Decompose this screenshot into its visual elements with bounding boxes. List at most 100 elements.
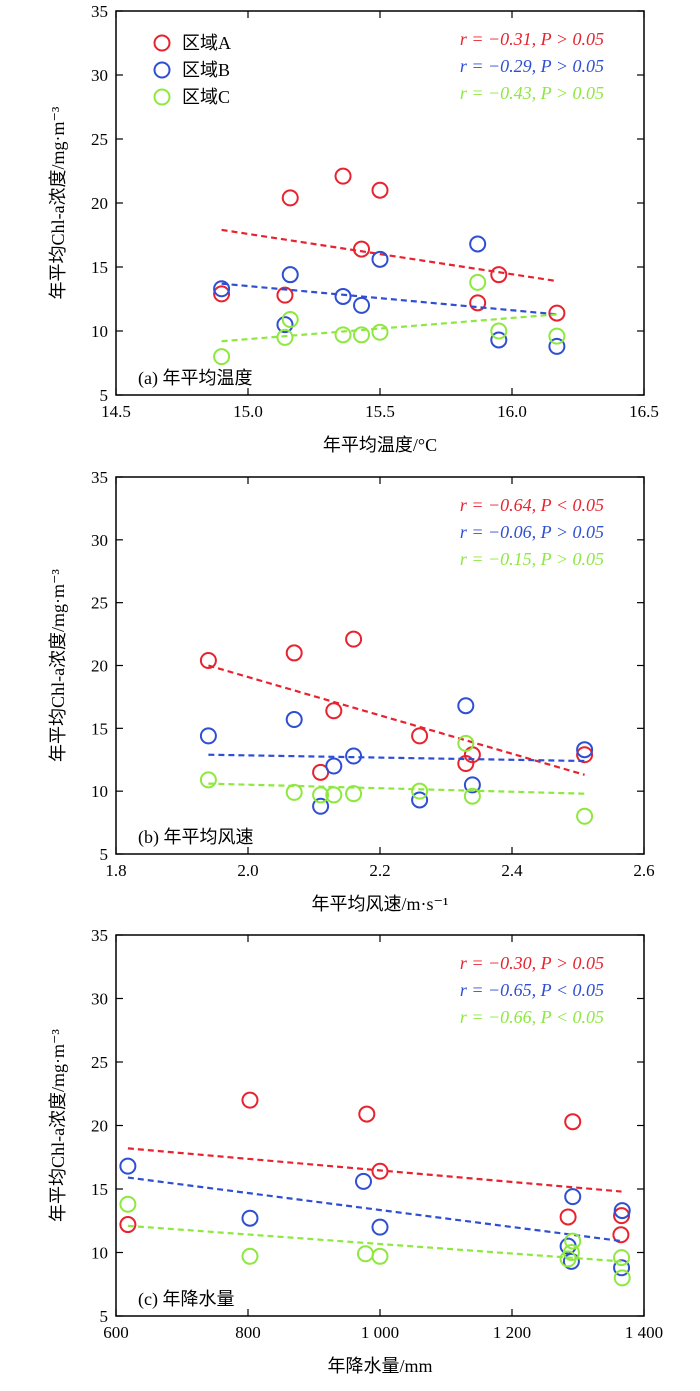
data-point xyxy=(564,1232,582,1250)
y-tick-label: 10 xyxy=(91,1244,108,1263)
series-region-c xyxy=(213,273,566,366)
x-tick-label: 16.5 xyxy=(629,402,659,421)
stat-annotation: r = −0.30, P > 0.05 xyxy=(460,953,604,973)
trend-line xyxy=(127,1147,622,1193)
x-tick-label: 15.5 xyxy=(365,402,395,421)
data-point xyxy=(576,746,594,764)
data-point xyxy=(463,787,481,805)
x-axis-label: 年平均温度/°C xyxy=(323,435,437,455)
data-point xyxy=(564,1188,582,1206)
data-point xyxy=(345,630,363,648)
panel-label: (b) 年平均风速 xyxy=(138,827,254,848)
data-point xyxy=(469,235,487,253)
series-region-b xyxy=(119,1157,631,1277)
trend-line xyxy=(127,1176,622,1243)
data-point xyxy=(213,285,231,303)
data-point xyxy=(119,1195,137,1213)
y-tick-label: 15 xyxy=(91,258,108,277)
legend-label: 区域A xyxy=(182,33,231,53)
data-point xyxy=(371,1218,389,1236)
x-tick-label: 1 200 xyxy=(493,1323,531,1342)
legend-marker xyxy=(153,34,171,52)
x-tick-label: 2.4 xyxy=(501,861,523,880)
data-point xyxy=(457,734,475,752)
data-point xyxy=(276,286,294,304)
data-point xyxy=(559,1208,577,1226)
data-point xyxy=(325,702,343,720)
data-point xyxy=(312,786,330,804)
x-tick-label: 16.0 xyxy=(497,402,527,421)
trend-line xyxy=(208,753,585,763)
data-point xyxy=(353,326,371,344)
series-region-a xyxy=(213,167,566,322)
data-point xyxy=(371,1162,389,1180)
data-point xyxy=(353,296,371,314)
data-point xyxy=(334,326,352,344)
x-tick-label: 1 000 xyxy=(361,1323,399,1342)
legend-marker xyxy=(153,88,171,106)
data-point xyxy=(281,189,299,207)
y-tick-label: 25 xyxy=(91,1053,108,1072)
data-point xyxy=(564,1113,582,1131)
data-point xyxy=(469,294,487,312)
legend-label: 区域C xyxy=(182,87,230,107)
x-tick-label: 600 xyxy=(103,1323,129,1342)
trend-line xyxy=(208,664,585,776)
panel-label: (a) 年平均温度 xyxy=(138,368,252,389)
y-tick-label: 35 xyxy=(91,468,108,487)
data-point xyxy=(371,323,389,341)
x-tick-label: 2.6 xyxy=(633,861,654,880)
data-point xyxy=(312,797,330,815)
trend-line xyxy=(208,782,585,795)
y-tick-label: 20 xyxy=(91,657,108,676)
stat-annotation: r = −0.29, P > 0.05 xyxy=(460,56,604,76)
stat-annotation: r = −0.06, P > 0.05 xyxy=(460,522,604,542)
data-point xyxy=(213,280,231,298)
y-tick-label: 5 xyxy=(100,386,109,405)
data-point xyxy=(612,1226,630,1244)
series-region-a xyxy=(119,1091,631,1244)
legend: 区域A 区域B 区域C xyxy=(153,33,231,107)
data-point xyxy=(562,1244,580,1261)
data-point xyxy=(325,757,343,775)
series-region-b xyxy=(199,697,594,815)
chart-panel-temperature: 14.5 15.0 15.5 16.0 16.5 5 10 15 20 25 30 35 年平均温度/°… xyxy=(48,2,659,455)
data-point xyxy=(334,287,352,305)
data-point xyxy=(548,304,566,322)
data-point xyxy=(371,181,389,199)
data-point xyxy=(548,337,566,355)
data-point xyxy=(241,1209,259,1227)
panel-label: (c) 年降水量 xyxy=(138,1289,234,1310)
x-tick-label: 1.8 xyxy=(105,861,126,880)
series-region-c xyxy=(199,734,594,825)
x-tick-label: 800 xyxy=(235,1323,261,1342)
data-point xyxy=(490,322,508,340)
x-axis-label: 年平均风速/m·s⁻¹ xyxy=(312,894,449,914)
stat-annotation: r = −0.31, P > 0.05 xyxy=(460,29,604,49)
y-tick-label: 10 xyxy=(91,322,108,341)
x-axis-label: 年降水量/mm xyxy=(327,1356,432,1376)
legend-label: 区域B xyxy=(182,60,230,80)
data-point xyxy=(358,1105,376,1123)
data-point xyxy=(490,331,508,349)
y-axis-label: 年平均Chl-a浓度/mg·m⁻³ xyxy=(48,106,68,299)
y-axis-label: 年平均Chl-a浓度/mg·m⁻³ xyxy=(48,568,68,761)
data-point xyxy=(213,348,231,366)
y-tick-label: 5 xyxy=(100,845,109,864)
data-point xyxy=(371,1247,389,1265)
data-point xyxy=(276,328,294,346)
data-point xyxy=(355,1172,372,1190)
data-point xyxy=(463,776,481,794)
x-tick-label: 2.0 xyxy=(237,861,258,880)
data-point xyxy=(241,1091,259,1109)
data-point xyxy=(490,266,508,284)
stat-annotation: r = −0.43, P > 0.05 xyxy=(460,83,604,103)
y-axis-label: 年平均Chl-a浓度/mg·m⁻³ xyxy=(48,1028,68,1221)
data-point xyxy=(371,250,389,268)
y-tick-label: 25 xyxy=(91,594,108,613)
y-tick-label: 20 xyxy=(91,194,108,213)
data-point xyxy=(199,771,217,789)
y-tick-label: 15 xyxy=(91,719,108,738)
data-point xyxy=(285,711,303,729)
